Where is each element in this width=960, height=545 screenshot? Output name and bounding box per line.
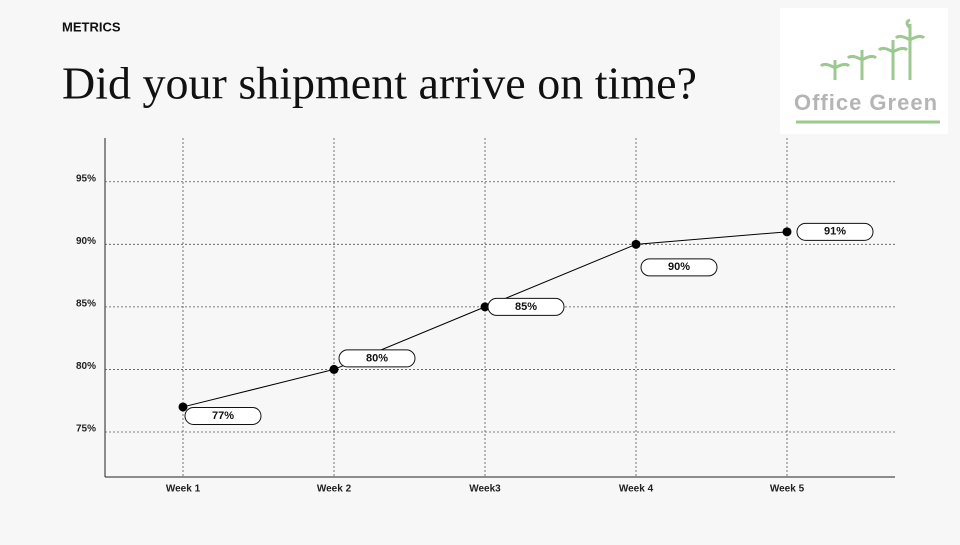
x-tick-label: Week 2	[317, 484, 352, 495]
label-pill	[338, 349, 416, 368]
point	[782, 227, 792, 237]
x-tick-label: Week 4	[619, 484, 654, 495]
y-tick-label: 90%	[76, 236, 96, 247]
point	[178, 402, 188, 412]
title: Did your shipment arrive on time?	[62, 58, 697, 109]
header: METRICS	[62, 19, 121, 34]
y-tick-label: 75%	[76, 424, 96, 435]
value-label: 80%	[366, 352, 388, 364]
x-tick-label: Week 5	[770, 484, 805, 495]
y-tick-label: 95%	[76, 173, 96, 184]
label-pill	[640, 258, 718, 277]
logo-plants	[819, 18, 926, 80]
point	[329, 364, 339, 374]
label-pill	[184, 406, 262, 425]
value-label: 85%	[515, 301, 537, 313]
logo-box	[780, 8, 948, 134]
y-tick-label: 85%	[76, 299, 96, 310]
y-tick-label: 80%	[76, 361, 96, 372]
point	[631, 239, 641, 249]
x-tick-label: Week 1	[166, 484, 201, 495]
x-tick-label: Week3	[469, 484, 501, 495]
point	[480, 302, 490, 312]
value-label: 91%	[824, 226, 846, 238]
value-label: 77%	[212, 410, 234, 422]
logo-text: Office Green	[794, 90, 938, 115]
logo: Office Green	[780, 8, 948, 134]
label-pill	[487, 297, 565, 316]
value-label: 90%	[668, 261, 690, 273]
label-pill	[796, 222, 874, 241]
